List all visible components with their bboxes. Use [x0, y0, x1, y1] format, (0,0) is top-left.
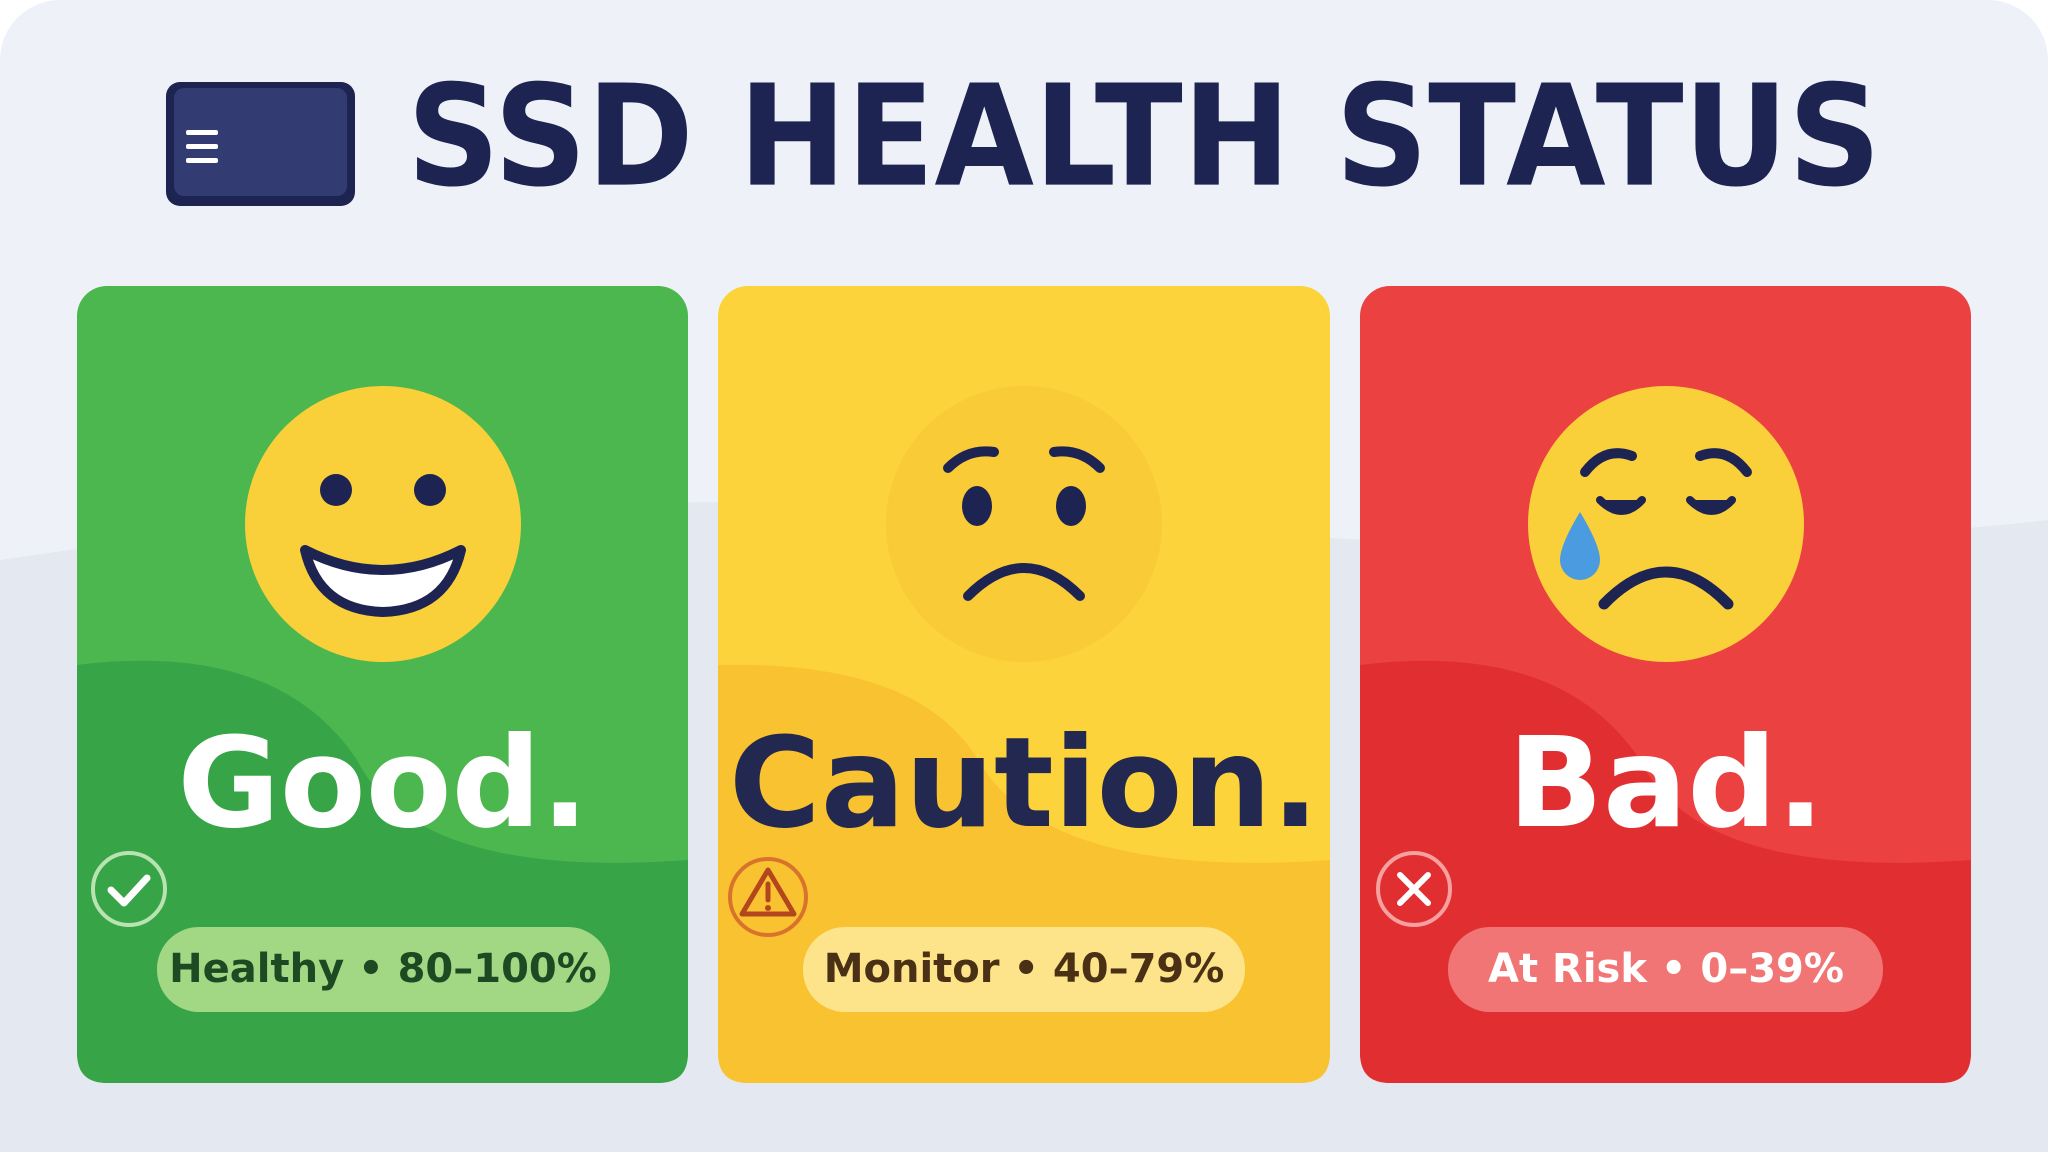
status-card: Caution. Monitor • 40–79% — [718, 286, 1330, 1083]
status-card: Bad. At Risk • 0–39% — [1360, 286, 1971, 1083]
warning-icon — [728, 857, 808, 937]
badge-text: Monitor • 40–79% — [824, 946, 1225, 992]
status-label: Bad. — [1508, 711, 1825, 856]
badge — [803, 927, 1245, 1012]
status-label: Good. — [177, 711, 588, 856]
happy-face — [245, 386, 521, 662]
check-icon — [91, 851, 167, 927]
sad-face — [1528, 386, 1804, 662]
status-card: Good. Healthy • 80–100% — [77, 286, 688, 1083]
cross-icon — [1376, 851, 1452, 927]
badge-text: Healthy • 80–100% — [169, 946, 597, 992]
badge — [157, 927, 610, 1012]
badge — [1448, 927, 1883, 1012]
status-label: Caution. — [729, 711, 1319, 856]
ssd-icon — [166, 82, 355, 206]
worried-face — [886, 386, 1162, 662]
badge-text: At Risk • 0–39% — [1488, 946, 1844, 992]
page-title: SSD HEALTH STATUS — [407, 56, 1881, 219]
